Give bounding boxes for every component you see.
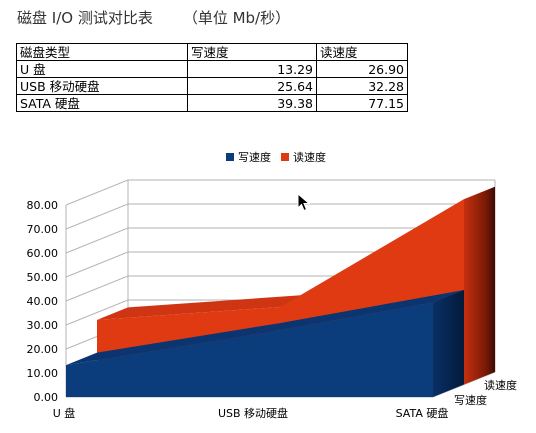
series-layer xyxy=(65,186,495,397)
area-top-face xyxy=(66,323,281,366)
data-table: 磁盘类型 写速度 读速度 U 盘 13.29 26.90 USB 移动硬盘 25… xyxy=(16,43,408,112)
area-top-face xyxy=(249,290,464,336)
legend-swatch xyxy=(226,153,234,161)
legend-label: 写速度 xyxy=(238,151,271,164)
mouse-cursor-icon xyxy=(297,193,311,212)
table-cell-read: 32.28 xyxy=(316,77,408,95)
depth-axis-label: 写速度 xyxy=(454,393,487,407)
legend-item: 读速度 xyxy=(281,149,326,165)
legend-swatch xyxy=(281,153,289,161)
legend-item: 写速度 xyxy=(226,149,271,165)
y-tick-label: 30.00 xyxy=(27,319,59,332)
y-tick-label: 10.00 xyxy=(27,367,59,380)
area-side-face xyxy=(464,186,495,385)
page-title: 磁盘 I/O 测试对比表 （单位 Mb/秒） xyxy=(17,7,290,28)
table-cell-read: 77.15 xyxy=(316,94,408,112)
page-title-text: 磁盘 I/O 测试对比表 xyxy=(17,9,153,27)
depth-axis-label: 读速度 xyxy=(484,378,517,392)
gridline xyxy=(65,179,495,206)
chart-legend: 写速度 读速度 xyxy=(226,149,326,165)
y-tick-label: 50.00 xyxy=(27,271,59,284)
y-tick-label: 40.00 xyxy=(27,295,59,308)
x-tick-label: U 盘 xyxy=(53,406,76,420)
series-write-area xyxy=(65,290,464,397)
area-front-face xyxy=(66,302,433,397)
y-tick-label: 20.00 xyxy=(27,343,59,356)
table-cell-type: SATA 硬盘 xyxy=(16,94,188,112)
legend-label: 读速度 xyxy=(293,151,326,164)
y-tick-label: 0.00 xyxy=(34,391,59,404)
x-tick-label: USB 移动硬盘 xyxy=(218,406,288,420)
area-top-face xyxy=(97,294,312,320)
label-layer: 0.00 10.00 20.00 30.00 40.00 50.00 60.00 70.00 8… xyxy=(27,199,518,420)
x-tick-label: SATA 硬盘 xyxy=(396,406,449,420)
y-tick-label: 70.00 xyxy=(27,223,59,236)
y-tick-label: 60.00 xyxy=(27,247,59,260)
page-unit-text: （单位 Mb/秒） xyxy=(182,9,291,27)
y-tick-label: 80.00 xyxy=(27,199,59,212)
table-row: USB 移动硬盘 25.64 32.28 xyxy=(16,77,408,95)
table-row: SATA 硬盘 39.38 77.15 xyxy=(16,94,408,112)
area-side-face xyxy=(433,290,464,397)
